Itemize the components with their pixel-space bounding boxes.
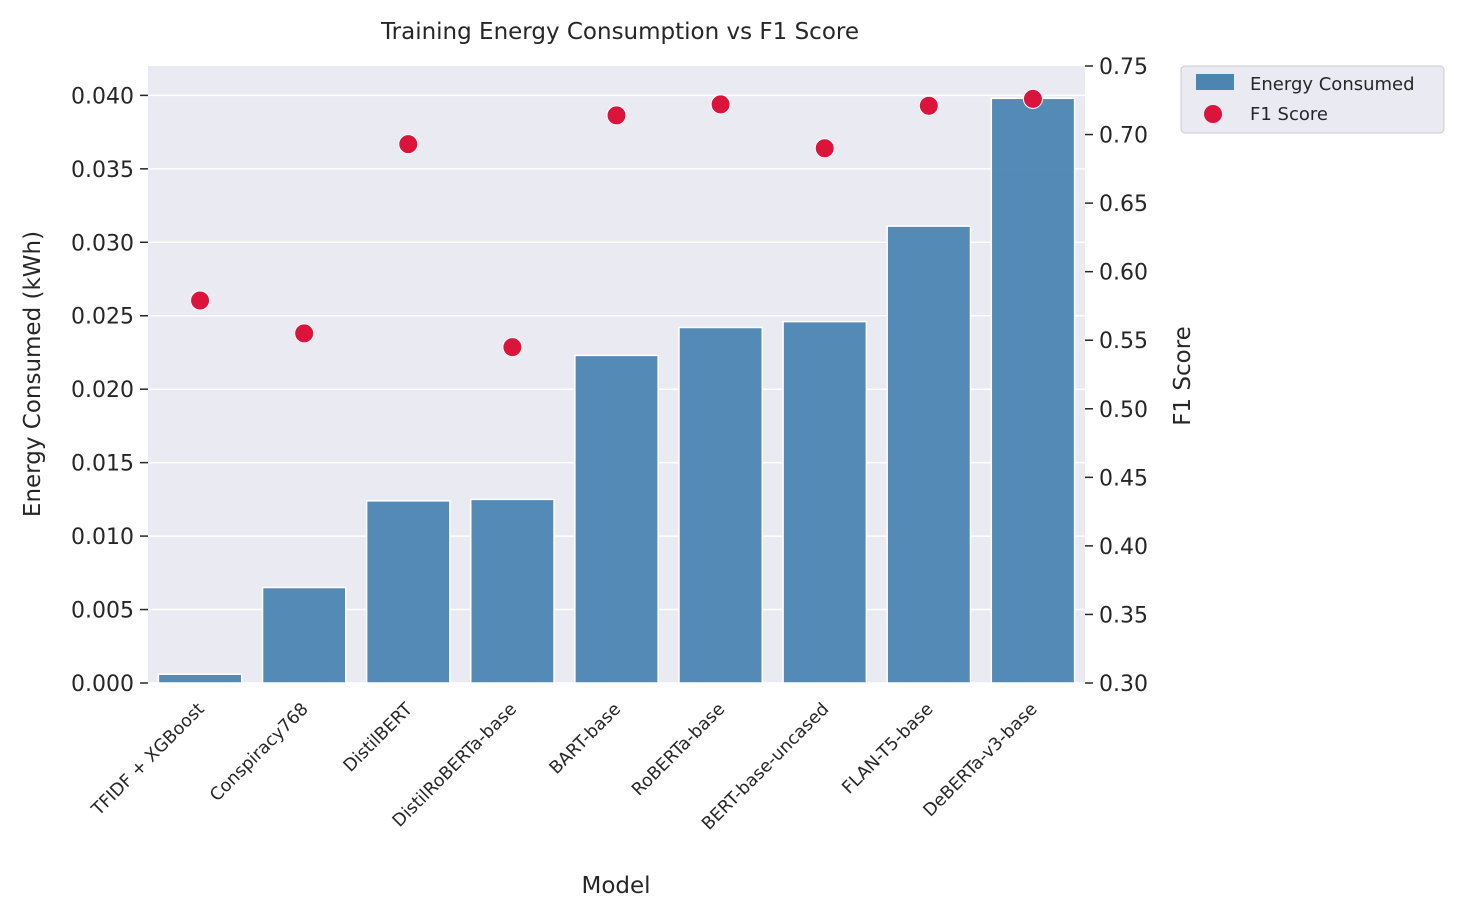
bar-series <box>157 97 1076 684</box>
x-axis-label: Model <box>581 873 650 899</box>
legend-bar-swatch <box>1196 74 1234 90</box>
y-tick-label: 0.015 <box>71 452 134 477</box>
y2-tick-label: 0.75 <box>1099 55 1148 80</box>
y-tick-label: 0.035 <box>71 158 134 183</box>
y2-axis-label: F1 Score <box>1170 326 1196 426</box>
y2-tick-label: 0.65 <box>1099 192 1148 217</box>
y-tick-label: 0.000 <box>71 672 134 697</box>
y2-tick-label: 0.45 <box>1099 466 1148 491</box>
x-tick-label: DeBERTa-v3-base <box>920 699 1042 821</box>
chart-title: Training Energy Consumption vs F1 Score <box>380 19 859 45</box>
y2-tick-label: 0.55 <box>1099 329 1148 354</box>
y-tick-label: 0.040 <box>71 84 134 109</box>
legend: Energy Consumed F1 Score <box>1180 65 1445 134</box>
f1-point <box>918 95 939 116</box>
scatter-series <box>190 88 1043 358</box>
y2-tick-label: 0.35 <box>1099 603 1148 628</box>
y-tick-label: 0.030 <box>71 231 134 256</box>
y2-tick-label: 0.40 <box>1099 535 1148 560</box>
x-tick-label: TFIDF + XGBoost <box>88 699 209 820</box>
legend-label-f1: F1 Score <box>1250 104 1328 125</box>
x-tick-label: Conspiracy768 <box>206 699 312 805</box>
f1-point <box>710 94 731 115</box>
energy-bar <box>365 500 451 684</box>
f1-point <box>398 134 419 155</box>
f1-point <box>294 323 315 344</box>
y2-tick-label: 0.30 <box>1099 672 1148 697</box>
energy-bar <box>678 326 764 684</box>
y2-tick-label: 0.50 <box>1099 398 1148 423</box>
energy-bar <box>261 586 347 684</box>
y-tick-label: 0.020 <box>71 378 134 403</box>
f1-point <box>502 337 523 358</box>
energy-bar <box>469 498 555 684</box>
y2-tick-label: 0.60 <box>1099 261 1148 286</box>
energy-bar <box>782 320 868 684</box>
f1-point <box>1022 88 1043 109</box>
x-tick-label: RoBERTa-base <box>628 699 729 800</box>
x-tick-label: FLAN-T5-base <box>838 699 937 798</box>
f1-point <box>814 138 835 159</box>
x-tick-label: DistilBERT <box>340 699 417 776</box>
legend-frame <box>1180 65 1445 134</box>
y-tick-label: 0.010 <box>71 525 134 550</box>
y2-tick-label: 0.70 <box>1099 124 1148 149</box>
right-axis-ticks: 0.30 0.35 0.40 0.45 0.50 0.55 0.60 0.65 0.70 0.75 <box>1085 55 1148 697</box>
y-tick-label: 0.005 <box>71 599 134 624</box>
legend-label-energy: Energy Consumed <box>1250 74 1415 95</box>
legend-point-swatch <box>1204 105 1222 123</box>
y-tick-label: 0.025 <box>71 305 134 330</box>
energy-bar <box>157 673 243 684</box>
energy-bar <box>886 225 972 684</box>
y-axis-label: Energy Consumed (kWh) <box>20 231 46 517</box>
x-tick-label: BART-base <box>546 699 625 778</box>
f1-point <box>606 105 627 126</box>
left-axis-ticks: 0.000 0.005 0.010 0.015 0.020 0.025 0.030 0.035… <box>71 84 148 697</box>
f1-point <box>190 290 211 311</box>
energy-bar <box>574 354 659 684</box>
energy-bar <box>990 97 1076 684</box>
